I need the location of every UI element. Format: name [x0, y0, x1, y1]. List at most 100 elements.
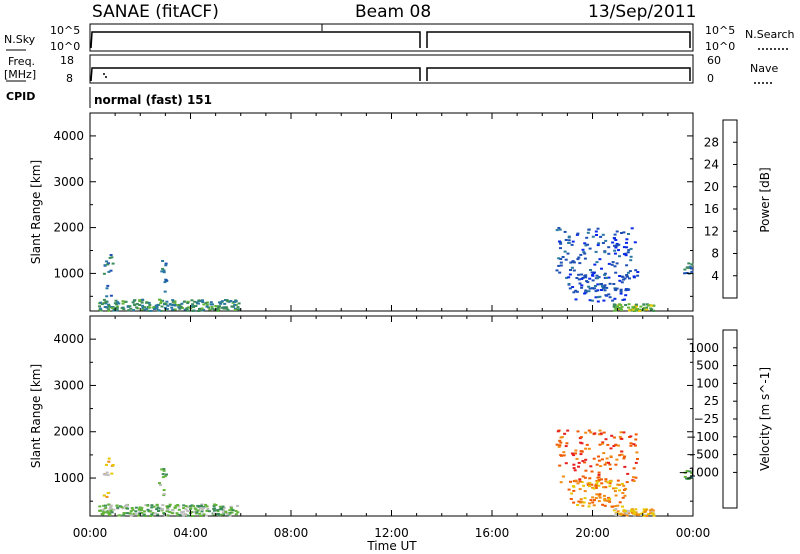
data-cell [225, 299, 229, 302]
data-cell [112, 307, 116, 310]
data-cell [688, 470, 692, 473]
data-cell [579, 500, 583, 503]
data-cell [599, 432, 603, 435]
data-cell [604, 294, 608, 297]
data-cell [117, 514, 121, 517]
data-cell [625, 288, 629, 291]
data-cell [558, 228, 562, 231]
data-cell [632, 467, 636, 470]
data-cell [611, 505, 615, 508]
data-cell [599, 465, 603, 468]
data-cell [204, 503, 208, 506]
data-cell [149, 309, 153, 312]
data-cell [562, 451, 566, 454]
data-cell [690, 476, 694, 479]
data-cell [608, 463, 612, 466]
data-cell [627, 303, 631, 306]
data-cell [583, 275, 587, 277]
station-title: SANAE (fitACF) [92, 2, 219, 22]
data-cell [105, 471, 109, 474]
data-cell [233, 309, 237, 311]
data-cell [602, 287, 605, 290]
data-cell [143, 510, 146, 513]
data-cell [114, 303, 118, 306]
data-cell [635, 303, 638, 306]
data-cell [581, 248, 585, 251]
data-cell [683, 272, 687, 275]
power-colorbar-tick-label: 28 [704, 135, 719, 149]
data-cell [111, 262, 115, 265]
data-cell [615, 244, 619, 247]
data-cell [614, 271, 618, 274]
data-cell [625, 241, 628, 244]
date-title: 13/Sep/2011 [588, 2, 696, 22]
data-cell [601, 441, 605, 444]
power-colorbar-tick-label: 24 [704, 158, 719, 172]
data-cell [620, 453, 624, 456]
data-cell [621, 299, 625, 301]
data-cell [591, 501, 595, 504]
data-cell [578, 262, 582, 265]
beam-title: Beam 08 [355, 2, 431, 22]
data-cell [176, 514, 180, 517]
data-cell [166, 304, 170, 307]
data-cell [592, 487, 596, 490]
data-cell [620, 437, 624, 440]
nave-label: Nave [750, 62, 778, 75]
data-cell [575, 277, 579, 279]
data-cell [614, 463, 618, 466]
data-cell [623, 494, 627, 497]
data-cell [584, 469, 588, 472]
data-cell [598, 258, 602, 261]
data-cell [178, 307, 182, 310]
data-cell [147, 301, 151, 304]
data-cell [575, 290, 579, 293]
velocity-axes: 1000 2000 3000 4000 [53, 315, 694, 516]
data-cell [225, 307, 229, 310]
data-cell [623, 509, 627, 512]
data-cell [124, 505, 127, 507]
data-cell [215, 307, 219, 310]
freq-label-2: [MHz] [4, 68, 36, 81]
data-cell [162, 269, 166, 272]
data-cell [572, 463, 576, 466]
data-cell [580, 481, 584, 483]
data-cell [603, 504, 607, 507]
data-cell [163, 306, 167, 309]
data-cell [200, 503, 204, 506]
data-cell [627, 512, 630, 515]
data-cell [164, 303, 168, 306]
data-cell [114, 299, 118, 302]
power-colorbar-tick-label: 8 [711, 247, 719, 261]
data-cell [583, 252, 587, 255]
data-cell [142, 514, 146, 517]
data-cell [592, 457, 596, 460]
data-cell [612, 305, 616, 308]
data-cell [609, 455, 613, 458]
data-cell [183, 308, 187, 311]
data-cell [195, 301, 199, 304]
data-cell [643, 510, 647, 513]
data-cell [121, 300, 125, 303]
data-cell [98, 305, 101, 308]
data-cell [576, 258, 580, 261]
data-cell [147, 309, 151, 312]
x-tick-label: 00:00 [73, 526, 108, 540]
power-colorbar-tick-label: 4 [711, 269, 719, 283]
x-tick-label: 08:00 [274, 526, 309, 540]
data-cell [604, 438, 608, 441]
data-cell [690, 472, 694, 474]
data-cell [160, 305, 164, 308]
data-cell [107, 270, 111, 273]
data-cell [594, 290, 598, 293]
data-cell [236, 511, 240, 514]
nsearch-bottom-tick: 10^0 [705, 40, 735, 53]
data-cell [616, 510, 620, 513]
data-cell [634, 433, 638, 436]
data-cell [196, 302, 200, 305]
data-cell [631, 308, 635, 311]
data-cell [643, 306, 646, 309]
data-cell [605, 286, 609, 289]
data-cell [183, 300, 187, 303]
data-cell [131, 513, 134, 516]
